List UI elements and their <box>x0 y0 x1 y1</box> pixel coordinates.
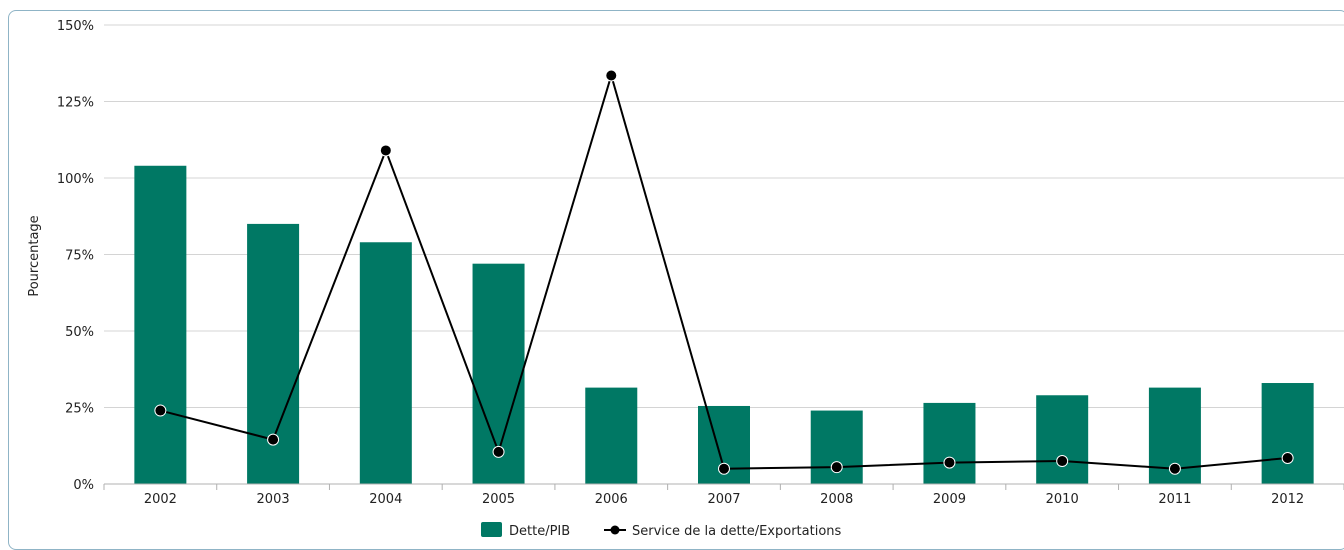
line-point[interactable] <box>605 69 618 82</box>
line-point[interactable] <box>379 144 392 157</box>
line-point[interactable] <box>267 433 280 446</box>
line-point[interactable] <box>1056 455 1069 468</box>
x-tick-label: 2007 <box>707 492 740 507</box>
legend-swatch-marker <box>610 525 620 535</box>
y-axis-title: Pourcentage <box>27 215 42 296</box>
line-point[interactable] <box>154 404 167 417</box>
line-point[interactable] <box>1281 451 1294 464</box>
x-axis: 2002 2003 2004 2005 2006 2007 2008 2009 2010 2011… <box>103 483 1344 507</box>
legend-label-bar[interactable]: Dette/PIB <box>509 524 570 539</box>
x-tick-label: 2010 <box>1046 492 1079 507</box>
x-tick-label: 2012 <box>1271 492 1304 507</box>
y-tick-labels: 0% 25% 50% 75% 100% 125% 150% <box>57 19 94 493</box>
line-point[interactable] <box>718 462 730 475</box>
bar[interactable] <box>1261 383 1314 484</box>
y-tick-label: 125% <box>57 96 94 111</box>
line-point[interactable] <box>1168 462 1181 475</box>
bar[interactable] <box>585 387 638 484</box>
y-tick-label: 150% <box>57 19 94 34</box>
x-tick-label: 2005 <box>482 492 515 507</box>
bar[interactable] <box>1036 395 1089 484</box>
y-tick-label: 50% <box>65 325 94 340</box>
y-tick-label: 0% <box>73 478 94 493</box>
y-tick-label: 25% <box>65 402 94 417</box>
x-tick-label: 2011 <box>1158 492 1191 507</box>
y-tick-label: 100% <box>57 172 94 187</box>
x-tick-label: 2004 <box>369 492 402 507</box>
bar[interactable] <box>134 165 187 484</box>
bar[interactable] <box>923 402 976 484</box>
x-tick-label: 2008 <box>820 492 853 507</box>
line-point[interactable] <box>492 445 505 458</box>
bar-series <box>134 165 1314 484</box>
x-tick-label: 2006 <box>595 492 628 507</box>
legend-swatch-bar[interactable] <box>481 522 502 537</box>
x-tick-label: 2009 <box>933 492 966 507</box>
legend-label-line[interactable]: Service de la dette/Exportations <box>632 524 842 539</box>
x-tick-label: 2003 <box>257 492 290 507</box>
x-tick-label: 2002 <box>144 492 177 507</box>
legend: Dette/PIB Service de la dette/Exportatio… <box>481 522 842 539</box>
line-point[interactable] <box>943 456 956 469</box>
y-tick-label: 75% <box>65 249 94 264</box>
bar[interactable] <box>359 242 412 484</box>
line-series <box>154 69 1294 475</box>
line-point[interactable] <box>830 461 843 474</box>
